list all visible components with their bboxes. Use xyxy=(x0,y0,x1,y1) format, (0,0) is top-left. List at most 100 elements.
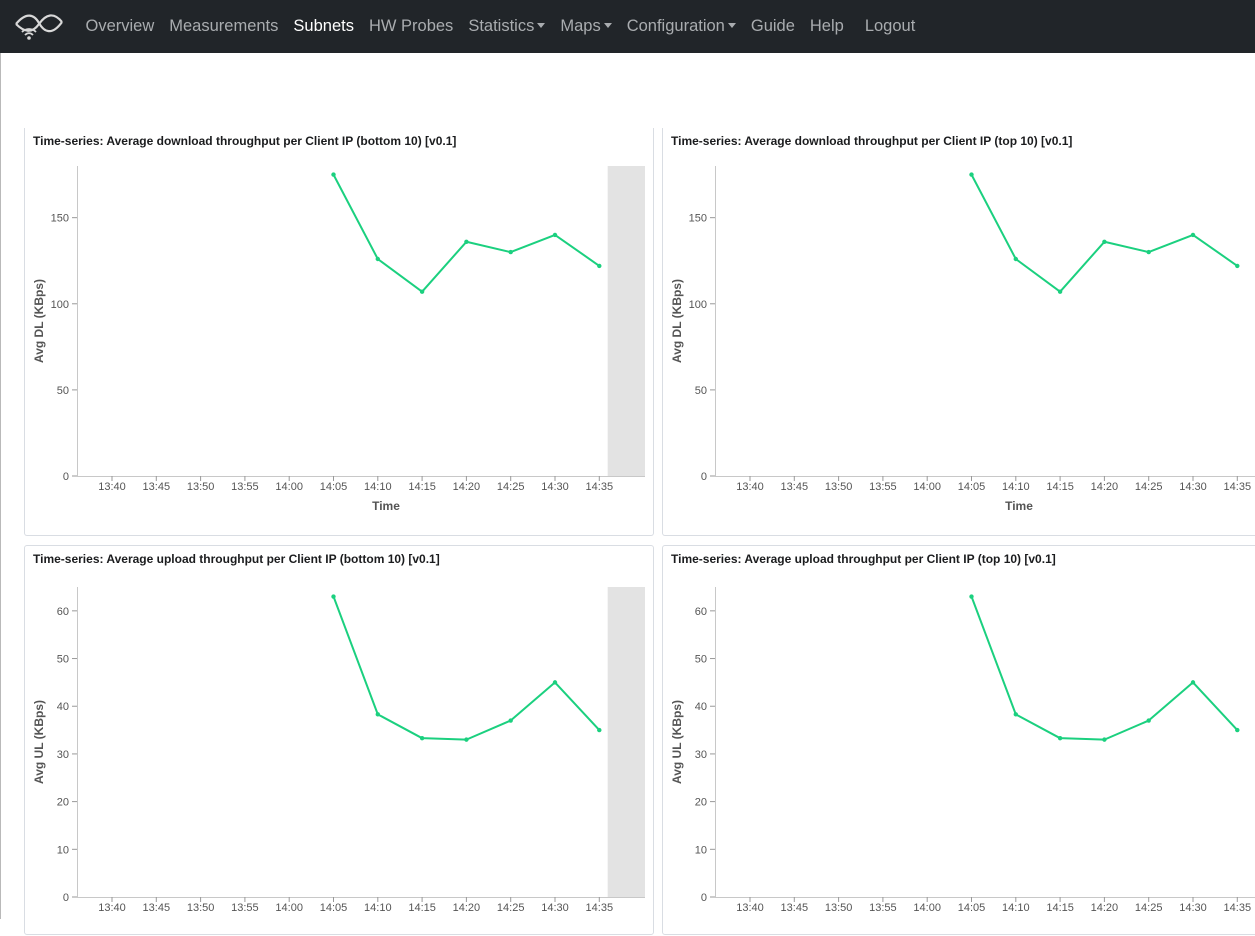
x-tick-label: 13:45 xyxy=(781,481,809,493)
chart-panel-dl-top10: Time-series: Average download throughput… xyxy=(662,128,1255,536)
nav-configuration-label: Configuration xyxy=(626,17,725,35)
y-tick-label: 50 xyxy=(695,654,707,666)
x-tick-label: 13:40 xyxy=(98,481,126,493)
data-point xyxy=(419,289,425,294)
x-tick-label: 14:25 xyxy=(497,902,525,914)
nav-subnets-label: Subnets xyxy=(293,17,354,35)
data-point xyxy=(1146,718,1151,723)
y-tick-label: 20 xyxy=(57,797,69,809)
x-tick-label: 14:00 xyxy=(275,481,303,493)
y-tick-label: 150 xyxy=(689,213,707,225)
x-tick-label: 14:35 xyxy=(1224,481,1252,493)
y-tick-label: 50 xyxy=(57,654,69,666)
chart-panel-dl-bottom10: Time-series: Average download throughput… xyxy=(24,128,654,536)
y-axis-title: Avg UL (KBps) xyxy=(670,700,684,784)
series-line xyxy=(970,174,1238,293)
y-tick-label: 30 xyxy=(57,749,69,761)
x-tick-label: 14:05 xyxy=(320,902,348,914)
nav-measurements[interactable]: Measurements xyxy=(162,17,286,36)
x-tick-label: 14:20 xyxy=(453,902,481,914)
data-point xyxy=(1235,727,1240,733)
nav-maps-dropdown[interactable]: Maps xyxy=(553,17,619,36)
nav-overview-label: Overview xyxy=(85,17,155,35)
nav-help-label: Help xyxy=(809,17,844,35)
data-point xyxy=(1102,239,1107,244)
nav-logout[interactable]: Logout xyxy=(857,17,922,36)
x-tick-label: 13:55 xyxy=(869,902,897,914)
series-line xyxy=(970,596,1239,741)
data-point xyxy=(969,172,974,177)
x-tick-label: 14:15 xyxy=(408,481,436,493)
top-navbar: Overview Measurements Subnets HW Probes … xyxy=(0,0,1255,53)
y-tick-label: 50 xyxy=(57,385,69,397)
data-point xyxy=(1190,680,1196,685)
y-tick-label: 150 xyxy=(51,213,69,225)
y-axis-title: Avg DL (KBps) xyxy=(670,279,684,363)
y-tick-label: 0 xyxy=(63,892,69,904)
data-point xyxy=(969,594,974,599)
x-tick-label: 14:20 xyxy=(1091,902,1119,914)
x-tick-label: 14:30 xyxy=(1179,481,1207,493)
x-tick-label: 13:50 xyxy=(825,902,853,914)
x-tick-label: 14:35 xyxy=(1224,902,1252,914)
x-tick-label: 13:50 xyxy=(187,481,215,493)
x-axis-title: Time xyxy=(1005,499,1033,513)
panel-title: Time-series: Average download throughput… xyxy=(33,134,457,148)
y-tick-label: 20 xyxy=(695,797,707,809)
x-tick-label: 14:00 xyxy=(275,902,303,914)
data-point xyxy=(508,718,513,723)
nav-hw-probes[interactable]: HW Probes xyxy=(361,17,460,36)
nav-hw-probes-label: HW Probes xyxy=(368,17,454,35)
x-tick-label: 13:55 xyxy=(231,902,259,914)
nav-maps-label: Maps xyxy=(560,17,601,35)
y-tick-label: 100 xyxy=(51,299,69,311)
x-tick-label: 14:05 xyxy=(320,481,348,493)
nav-configuration-dropdown[interactable]: Configuration xyxy=(619,17,743,36)
nav-statistics-label: Statistics xyxy=(468,17,535,35)
data-point xyxy=(464,737,469,742)
y-tick-label: 60 xyxy=(695,606,707,618)
panel-title: Time-series: Average upload throughput p… xyxy=(33,552,440,566)
x-tick-label: 14:00 xyxy=(913,481,941,493)
y-tick-label: 40 xyxy=(57,701,69,713)
nav-links: Overview Measurements Subnets HW Probes … xyxy=(78,0,923,53)
x-tick-label: 14:15 xyxy=(408,902,436,914)
y-tick-label: 100 xyxy=(689,299,707,311)
y-tick-label: 0 xyxy=(701,471,707,483)
series-line xyxy=(332,596,601,741)
x-tick-label: 14:00 xyxy=(913,902,941,914)
data-point xyxy=(1102,737,1107,742)
caret-down-icon xyxy=(603,23,612,28)
nav-overview[interactable]: Overview xyxy=(78,17,162,36)
x-tick-label: 13:55 xyxy=(869,481,897,493)
x-axis-title: Time xyxy=(372,499,400,513)
nav-statistics-dropdown[interactable]: Statistics xyxy=(461,17,553,36)
y-axis-title: Avg DL (KBps) xyxy=(32,279,46,363)
nav-subnets[interactable]: Subnets xyxy=(286,17,362,36)
x-tick-label: 14:15 xyxy=(1046,902,1074,914)
nav-logout-label: Logout xyxy=(864,17,916,35)
x-tick-label: 14:10 xyxy=(1002,902,1030,914)
series-line xyxy=(332,174,600,293)
data-point xyxy=(597,263,602,269)
nav-help[interactable]: Help xyxy=(802,17,851,36)
y-tick-label: 50 xyxy=(695,385,707,397)
caret-down-icon xyxy=(727,23,736,28)
x-tick-label: 13:40 xyxy=(98,902,126,914)
wireless-signal-logo-icon[interactable] xyxy=(14,10,64,42)
x-tick-label: 14:10 xyxy=(364,902,392,914)
x-tick-label: 14:05 xyxy=(958,481,986,493)
data-point xyxy=(464,239,469,244)
x-tick-label: 13:40 xyxy=(736,902,764,914)
data-point xyxy=(375,712,380,717)
data-point xyxy=(552,680,558,685)
page-left-border xyxy=(0,53,1,919)
x-tick-label: 13:45 xyxy=(143,902,171,914)
x-tick-label: 13:45 xyxy=(781,902,809,914)
ul-bottom10-chart: 0 10 20 30 40 50 60 13:40 13:45 13:50 13:55 14:00 14… xyxy=(32,587,645,914)
y-tick-label: 0 xyxy=(63,471,69,483)
panel-title: Time-series: Average download throughput… xyxy=(671,134,1073,148)
x-tick-label: 14:05 xyxy=(958,902,986,914)
nav-guide[interactable]: Guide xyxy=(743,17,802,36)
data-point xyxy=(331,172,336,177)
